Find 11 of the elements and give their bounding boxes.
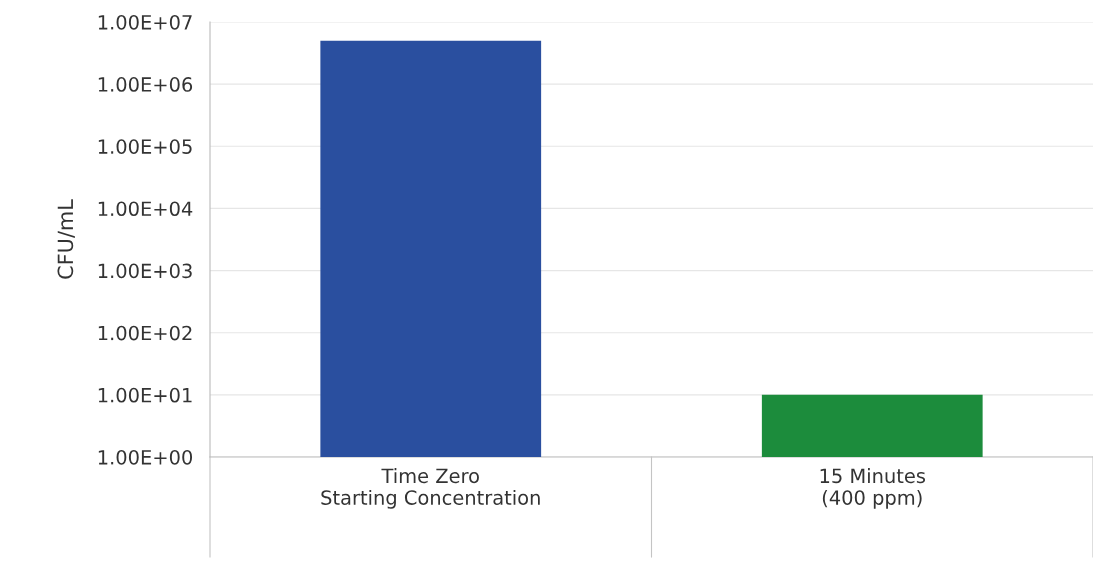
- y-tick-label: 1.00E+04: [98, 201, 193, 217]
- y-tick-label: 1.00E+01: [98, 387, 192, 403]
- y-axis-title: CFU/mL: [57, 199, 75, 279]
- y-tick-label: 1.00E+02: [98, 325, 192, 341]
- x-tick-label: Time Zero Starting Concentration: [321, 468, 540, 509]
- y-tick-label: 1.00E+00: [98, 449, 193, 465]
- y-tick-label: 1.00E+06: [98, 77, 193, 92]
- y-tick-label: 1.00E+03: [98, 263, 192, 279]
- y-tick-label: 1.00E+05: [98, 139, 192, 154]
- x-tick-label: 15 Minutes (400 ppm): [820, 468, 926, 509]
- y-tick-label: 1.00E+07: [98, 14, 192, 30]
